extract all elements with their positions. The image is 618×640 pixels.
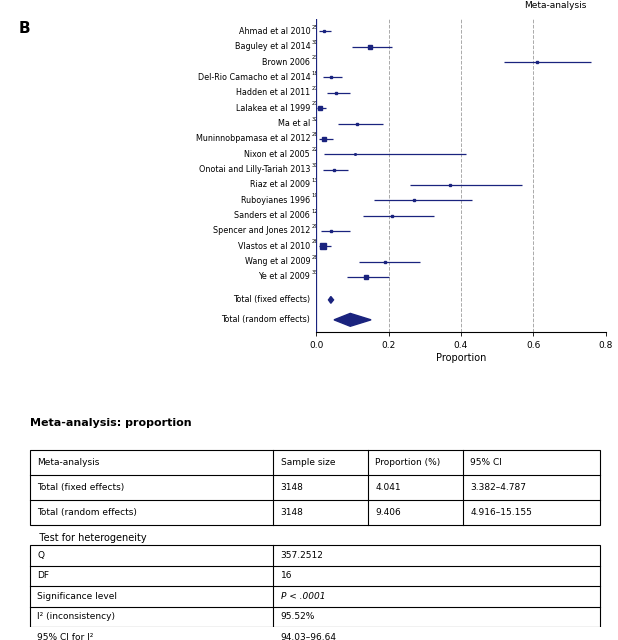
Text: 9.406: 9.406 [376, 508, 401, 516]
Text: Spencer and Jones 2012: Spencer and Jones 2012 [213, 227, 310, 236]
Text: Total (fixed effects): Total (fixed effects) [37, 483, 125, 492]
Text: 18: 18 [311, 70, 318, 76]
Text: 95% CI: 95% CI [470, 458, 502, 467]
Text: Sample size: Sample size [281, 458, 335, 467]
Text: Total (random effects): Total (random effects) [37, 508, 137, 516]
Text: Riaz et al 2009: Riaz et al 2009 [250, 180, 310, 189]
Text: 4.041: 4.041 [376, 483, 401, 492]
Text: Hadden et al 2011: Hadden et al 2011 [236, 88, 310, 97]
Text: Nixon et al 2005: Nixon et al 2005 [244, 150, 310, 159]
Text: 16: 16 [281, 572, 292, 580]
Text: DF: DF [37, 572, 49, 580]
Text: 31: 31 [311, 40, 318, 45]
Bar [30, 545, 599, 640]
Text: 12: 12 [311, 209, 318, 214]
Text: 32: 32 [311, 116, 318, 122]
Text: 4.916–15.155: 4.916–15.155 [470, 508, 532, 516]
Text: 357.2512: 357.2512 [281, 551, 323, 560]
Text: Test for heterogeneity: Test for heterogeneity [30, 533, 147, 543]
Text: Sanders et al 2006: Sanders et al 2006 [234, 211, 310, 220]
Text: Ahmad et al 2010: Ahmad et al 2010 [239, 27, 310, 36]
Text: Muninnobpamasa et al 2012: Muninnobpamasa et al 2012 [195, 134, 310, 143]
Text: Ma et al: Ma et al [278, 119, 310, 128]
Text: 28: 28 [311, 132, 318, 137]
Text: Ye et al 2009: Ye et al 2009 [258, 273, 310, 282]
Text: 26: 26 [311, 239, 318, 244]
Text: 22: 22 [311, 147, 318, 152]
Text: Wang et al 2009: Wang et al 2009 [245, 257, 310, 266]
Text: 21: 21 [311, 101, 318, 106]
Text: Del-Rio Camacho et al 2014: Del-Rio Camacho et al 2014 [198, 73, 310, 82]
Text: B: B [19, 20, 30, 36]
Text: Total (fixed effects): Total (fixed effects) [233, 296, 310, 305]
Text: 23: 23 [311, 55, 318, 60]
Text: Meta-analysis: proportion: Meta-analysis: proportion [30, 418, 192, 428]
Text: 28: 28 [311, 255, 318, 260]
Polygon shape [329, 296, 334, 303]
Text: Lalakea et al 1999: Lalakea et al 1999 [236, 104, 310, 113]
Text: 29: 29 [311, 224, 318, 229]
Text: 95.52%: 95.52% [281, 612, 315, 621]
Text: 3148: 3148 [281, 483, 303, 492]
Text: Significance level: Significance level [37, 592, 117, 601]
Text: 19: 19 [311, 193, 318, 198]
Text: Proportion (%): Proportion (%) [376, 458, 441, 467]
Polygon shape [334, 314, 371, 326]
Text: Brown 2006: Brown 2006 [262, 58, 310, 67]
Text: Onotai and Lilly-Tariah 2013: Onotai and Lilly-Tariah 2013 [199, 165, 310, 174]
Text: 95% CI for I²: 95% CI for I² [37, 633, 94, 640]
Text: Vlastos et al 2010: Vlastos et al 2010 [238, 242, 310, 251]
Text: Meta-analysis: Meta-analysis [525, 1, 587, 10]
Text: 3148: 3148 [281, 508, 303, 516]
X-axis label: Proportion: Proportion [436, 353, 486, 363]
Text: 3.382–4.787: 3.382–4.787 [470, 483, 527, 492]
Bar [30, 451, 599, 525]
Text: 94.03–96.64: 94.03–96.64 [281, 633, 337, 640]
Text: I² (inconsistency): I² (inconsistency) [37, 612, 116, 621]
Text: 25: 25 [311, 25, 318, 29]
Text: Q: Q [37, 551, 44, 560]
Text: 13: 13 [311, 178, 318, 183]
Text: 33: 33 [311, 270, 318, 275]
Text: Baguley et al 2014: Baguley et al 2014 [235, 42, 310, 51]
Text: Ruboyianes 1996: Ruboyianes 1996 [241, 196, 310, 205]
Text: 27: 27 [311, 86, 318, 91]
Text: Meta-analysis: Meta-analysis [37, 458, 99, 467]
Text: P < .0001: P < .0001 [281, 592, 325, 601]
Text: 30: 30 [311, 163, 318, 168]
Text: Total (random effects): Total (random effects) [221, 316, 310, 324]
